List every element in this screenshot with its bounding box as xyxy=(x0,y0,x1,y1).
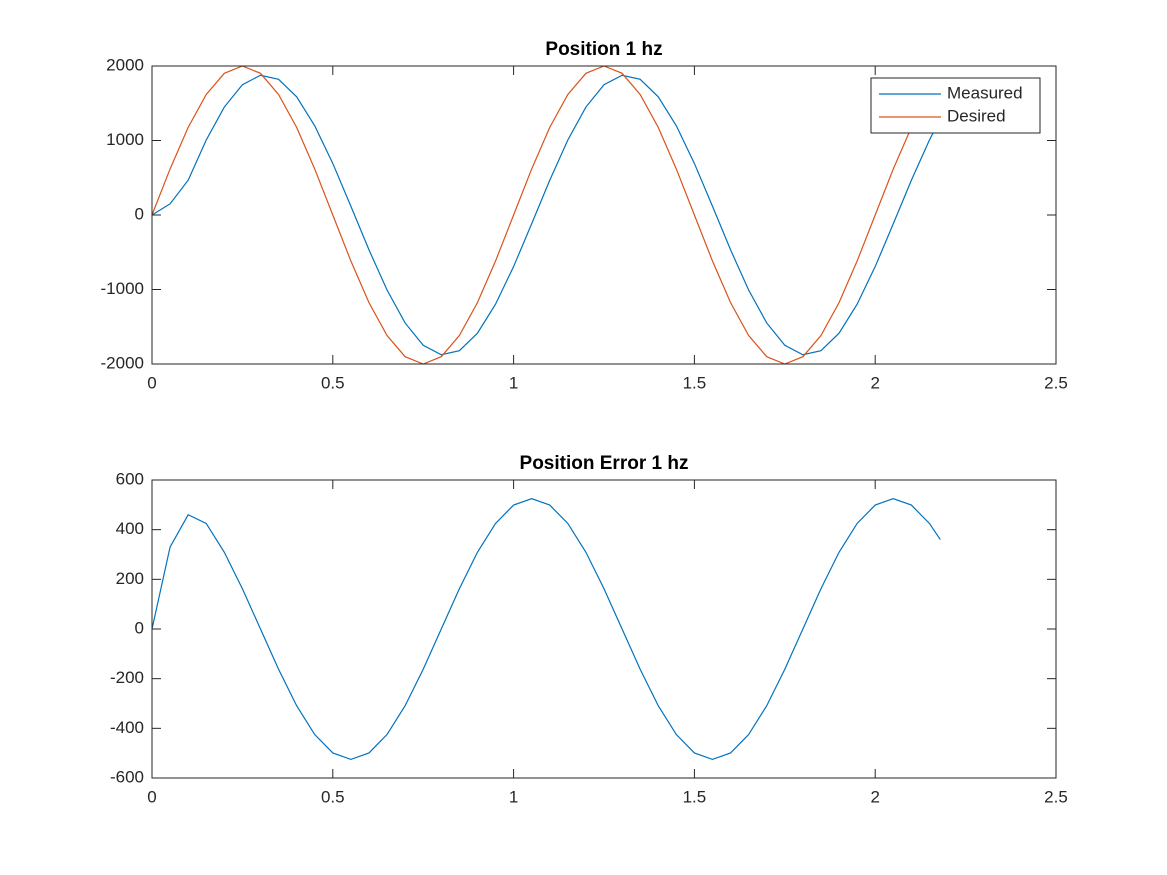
x-tick-label: 2 xyxy=(870,787,879,806)
y-tick-label: 600 xyxy=(116,469,144,488)
x-tick-label: 1.5 xyxy=(683,373,707,392)
x-tick-label: 2 xyxy=(870,373,879,392)
y-tick-label: -2000 xyxy=(101,353,144,372)
legend-label: Desired xyxy=(947,106,1006,125)
legend-label: Measured xyxy=(947,83,1023,102)
x-tick-label: 2.5 xyxy=(1044,373,1068,392)
y-tick-label: -400 xyxy=(110,718,144,737)
y-tick-label: -600 xyxy=(110,767,144,786)
plot-area xyxy=(152,480,1056,778)
x-tick-label: 0 xyxy=(147,373,156,392)
data-line xyxy=(151,65,941,365)
x-tick-label: 0.5 xyxy=(321,373,345,392)
legend-box xyxy=(870,77,1041,134)
y-tick-label: -200 xyxy=(110,668,144,687)
x-tick-label: 2.5 xyxy=(1044,787,1068,806)
x-tick-label: 1 xyxy=(509,373,518,392)
chart-title: Position 1 hz xyxy=(545,39,662,60)
data-line xyxy=(151,74,941,356)
y-tick-label: 2000 xyxy=(106,55,144,74)
y-tick-label: 1000 xyxy=(106,130,144,149)
y-tick-label: 0 xyxy=(135,618,144,637)
y-tick-label: 400 xyxy=(116,519,144,538)
x-tick-label: 1 xyxy=(509,787,518,806)
y-tick-label: -1000 xyxy=(101,279,144,298)
chart-title: Position Error 1 hz xyxy=(520,453,689,474)
x-tick-label: 1.5 xyxy=(683,787,707,806)
y-tick-label: 200 xyxy=(116,569,144,588)
y-tick-label: 0 xyxy=(135,204,144,223)
data-line xyxy=(151,497,941,761)
x-tick-label: 0 xyxy=(147,787,156,806)
x-tick-label: 0.5 xyxy=(321,787,345,806)
